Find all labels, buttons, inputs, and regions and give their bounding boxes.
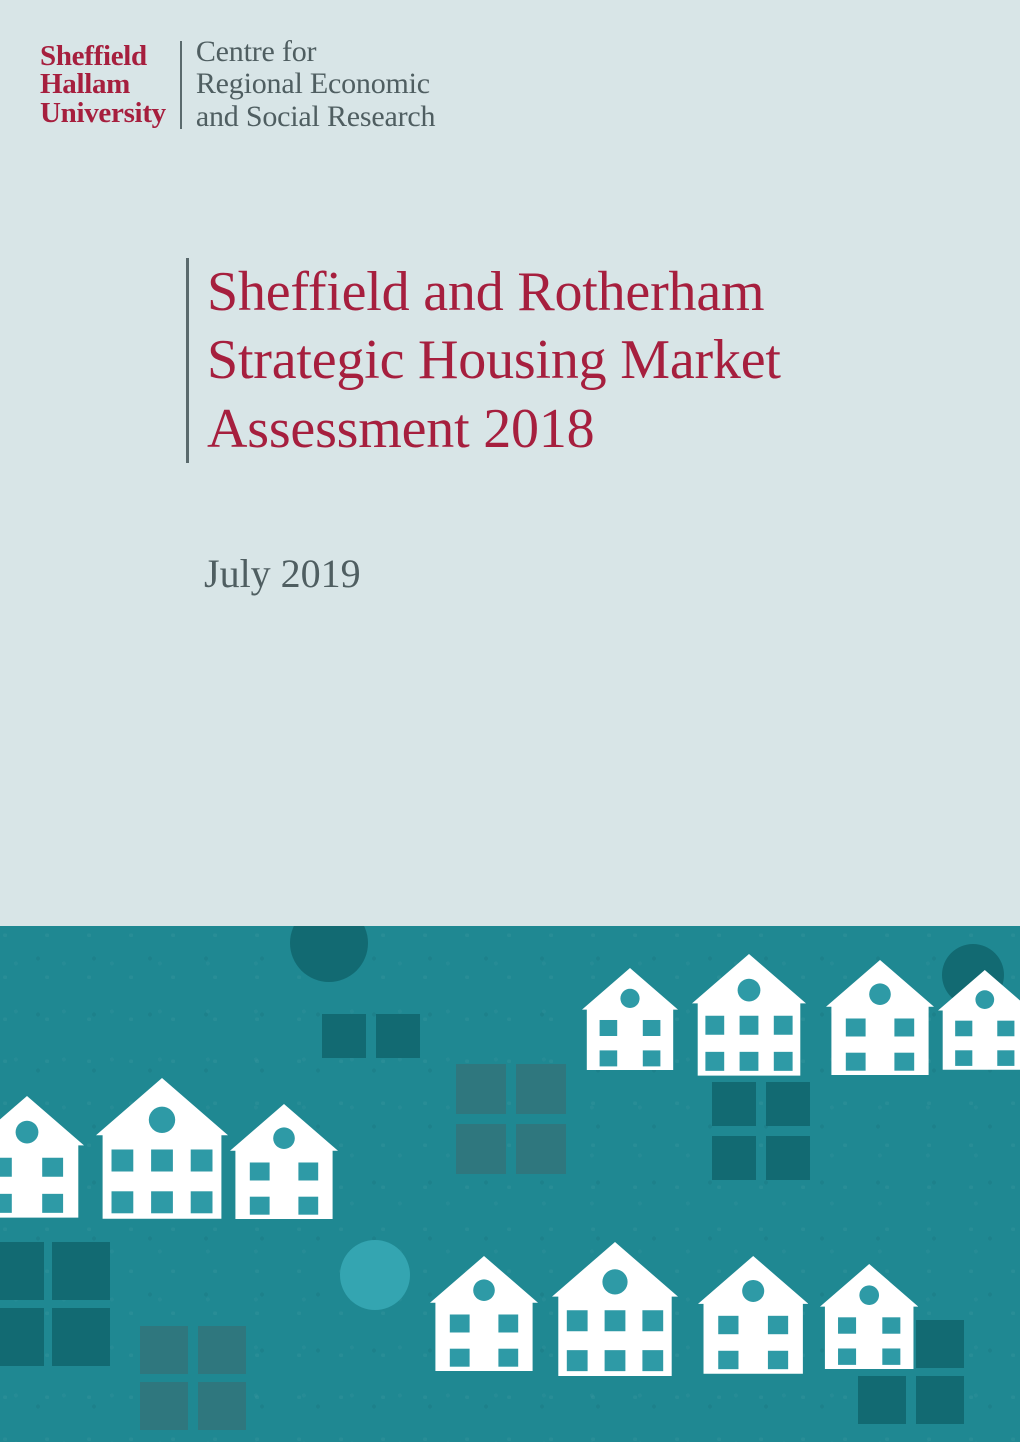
logo-line: University	[40, 99, 166, 127]
decor-square	[516, 1124, 566, 1174]
decor-square	[858, 1376, 906, 1424]
title-line: Sheffield and Rotherham	[207, 258, 781, 326]
house-icon	[96, 1078, 228, 1219]
decor-square	[456, 1124, 506, 1174]
decor-square	[322, 1014, 366, 1058]
house-icon	[582, 968, 678, 1070]
decor-square	[198, 1382, 246, 1430]
decor-square	[52, 1242, 110, 1300]
decor-circle	[290, 926, 368, 982]
decor-square	[516, 1064, 566, 1114]
house-icon	[692, 954, 806, 1076]
report-cover-page: Sheffield Hallam University Centre for R…	[0, 0, 1020, 1442]
title-line: Assessment 2018	[207, 395, 781, 463]
title-line: Strategic Housing Market	[207, 326, 781, 394]
decor-square	[456, 1064, 506, 1114]
house-icon	[698, 1256, 808, 1374]
logo-line: Centre for	[196, 36, 435, 68]
logo-line: and Social Research	[196, 101, 435, 133]
logo-block: Sheffield Hallam University Centre for R…	[40, 36, 435, 133]
decor-square	[52, 1308, 110, 1366]
decor-square	[712, 1136, 756, 1180]
logo-divider	[180, 41, 182, 129]
university-logo: Sheffield Hallam University	[40, 42, 166, 127]
logo-line: Regional Economic	[196, 68, 435, 100]
decor-square	[766, 1082, 810, 1126]
house-icon	[552, 1242, 678, 1376]
logo-line: Hallam	[40, 70, 166, 98]
house-icon	[0, 1096, 84, 1218]
house-icon	[820, 1264, 918, 1369]
decor-square	[140, 1326, 188, 1374]
report-date: July 2019	[204, 550, 361, 597]
house-icon	[430, 1256, 538, 1371]
title-rule	[186, 258, 189, 463]
house-icon	[826, 960, 934, 1075]
title-block: Sheffield and Rotherham Strategic Housin…	[186, 258, 781, 463]
decor-square	[140, 1382, 188, 1430]
decor-square	[0, 1308, 44, 1366]
decor-square	[916, 1376, 964, 1424]
decor-square	[712, 1082, 756, 1126]
decor-square	[198, 1326, 246, 1374]
decor-circle	[340, 1240, 410, 1310]
centre-logo: Centre for Regional Economic and Social …	[196, 36, 435, 133]
decor-square	[916, 1320, 964, 1368]
decor-square	[0, 1242, 44, 1300]
report-title: Sheffield and Rotherham Strategic Housin…	[207, 258, 781, 463]
logo-line: Sheffield	[40, 42, 166, 70]
footer-illustration-band	[0, 926, 1020, 1442]
decor-square	[766, 1136, 810, 1180]
house-icon	[230, 1104, 338, 1219]
house-icon	[938, 970, 1020, 1070]
decor-square	[376, 1014, 420, 1058]
